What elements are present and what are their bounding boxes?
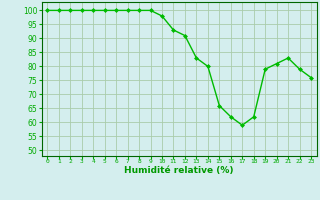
X-axis label: Humidité relative (%): Humidité relative (%) (124, 166, 234, 175)
